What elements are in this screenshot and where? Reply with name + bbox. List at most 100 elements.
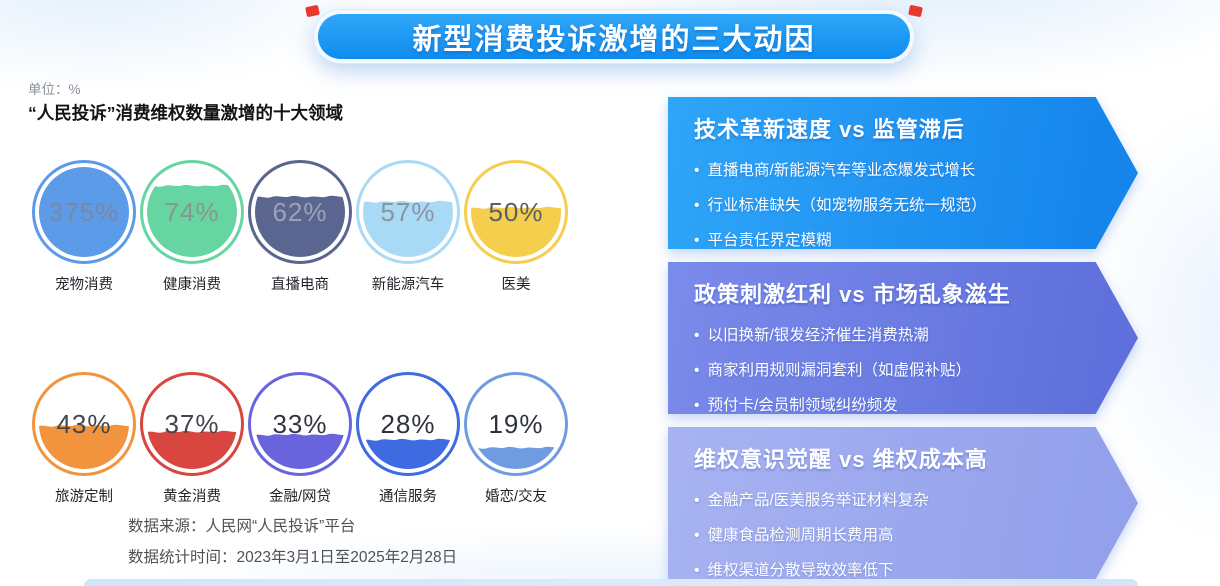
driver-bullet-text: 维权渠道分散导致效率低下 <box>707 562 894 579</box>
gauge-label: 旅游定制 <box>55 489 113 505</box>
red-corner-accent-left <box>305 4 320 18</box>
driver-bullet: 行业标准缺失（如宠物服务无统一规范） <box>694 188 1072 223</box>
gauge-value: 74% <box>164 196 220 227</box>
gauge-bowl: 62% <box>255 167 345 257</box>
driver-bullet: 预付卡/会员制领域纠纷频发 <box>694 388 1072 414</box>
gauge-bowl: 375% <box>39 167 129 257</box>
driver-bullet-text: 行业标准缺失（如宠物服务无统一规范） <box>707 197 987 214</box>
driver-arrow-banner: 技术革新速度 vs 监管滞后直播电商/新能源汽车等业态爆发式增长行业标准缺失（如… <box>668 97 1138 249</box>
gauge-fill <box>147 430 237 469</box>
driver-heading: 维权意识觉醒 vs 维权成本高 <box>694 447 988 472</box>
liquid-gauge: 57% <box>356 160 460 264</box>
bullet-dot-icon <box>694 223 699 249</box>
gauge-label: 黄金消费 <box>163 489 221 505</box>
liquid-gauge: 62% <box>248 160 352 264</box>
driver-bullet: 商家利用规则漏洞套利（如虚假补贴） <box>694 353 1072 388</box>
gauge-row-bottom: 43% 旅游定制 37% 黄金消费 33% 金融/网贷 28% 通信服务 19% 婚恋/交友 <box>30 372 570 506</box>
gauge-value: 28% <box>380 408 436 439</box>
driver-arrow-banner: 维权意识觉醒 vs 维权成本高金融产品/医美服务举证材料复杂健康食品检测周期长费… <box>668 427 1138 579</box>
gauge-value: 375% <box>48 196 120 227</box>
driver-banner-wrap: 维权意识觉醒 vs 维权成本高金融产品/医美服务举证材料复杂健康食品检测周期长费… <box>668 427 1138 579</box>
gauge-value: 43% <box>56 408 112 439</box>
gauge-label: 金融/网贷 <box>268 489 332 505</box>
unit-label: 单位：% <box>28 82 81 97</box>
driver-arrow-banner: 政策刺激红利 vs 市场乱象滋生以旧换新/银发经济催生消费热潮商家利用规则漏洞套… <box>668 262 1138 414</box>
gauge-fill <box>471 206 561 257</box>
gauge-bowl: 33% <box>255 379 345 469</box>
driver-heading: 政策刺激红利 vs 市场乱象滋生 <box>694 282 1011 307</box>
wave-icon <box>471 206 561 212</box>
gauge-fill <box>471 446 561 469</box>
liquid-gauge: 28% <box>356 372 460 476</box>
wave-icon <box>39 425 129 431</box>
gauge-bowl: 28% <box>363 379 453 469</box>
bullet-dot-icon <box>694 318 699 353</box>
driver-banner-wrap: 技术革新速度 vs 监管滞后直播电商/新能源汽车等业态爆发式增长行业标准缺失（如… <box>668 97 1138 249</box>
liquid-gauge: 33% <box>248 372 352 476</box>
driver-heading: 技术革新速度 vs 监管滞后 <box>694 117 965 142</box>
driver-bullet: 金融产品/医美服务举证材料复杂 <box>694 483 1072 518</box>
drivers-list: 技术革新速度 vs 监管滞后直播电商/新能源汽车等业态爆发式增长行业标准缺失（如… <box>668 97 1138 586</box>
liquid-gauge: 375% <box>32 160 136 264</box>
bullet-dot-icon <box>694 518 699 553</box>
gauge-item: 43% 旅游定制 <box>30 372 138 506</box>
gauge-fill <box>363 200 453 257</box>
gauge-row-top: 375% 宠物消费 74% 健康消费 62% 直播电商 57% 新能源汽车 50% 医美 <box>30 160 570 294</box>
driver-bullet-text: 以旧换新/银发经济催生消费热潮 <box>707 327 929 344</box>
liquid-gauge: 50% <box>464 160 568 264</box>
liquid-gauge: 19% <box>464 372 568 476</box>
gauge-value: 62% <box>272 196 328 227</box>
gauge-label: 新能源汽车 <box>371 277 445 293</box>
red-corner-accent-right <box>908 4 923 18</box>
driver-bullet-text: 直播电商/新能源汽车等业态爆发式增长 <box>707 162 976 179</box>
driver-bullet: 健康食品检测周期长费用高 <box>694 518 1072 553</box>
driver-bullet: 以旧换新/银发经济催生消费热潮 <box>694 318 1072 353</box>
gauge-bowl: 50% <box>471 167 561 257</box>
bullet-dot-icon <box>694 153 699 188</box>
gauge-label: 宠物消费 <box>55 277 113 293</box>
title-banner: 新型消费投诉激增的三大动因 <box>305 4 923 63</box>
driver-bullet-text: 健康食品检测周期长费用高 <box>707 527 894 544</box>
gauge-fill <box>363 438 453 469</box>
gauge-fill <box>39 167 129 257</box>
bullet-dot-icon <box>694 483 699 518</box>
liquid-gauge: 74% <box>140 160 244 264</box>
driver-banner-wrap: 政策刺激红利 vs 市场乱象滋生以旧换新/银发经济催生消费热潮商家利用规则漏洞套… <box>668 262 1138 414</box>
gauge-fill <box>147 185 237 257</box>
data-period-line: 数据统计时间：2023年3月1日至2025年2月28日 <box>128 549 458 566</box>
bullet-dot-icon <box>694 188 699 223</box>
gauge-item: 62% 直播电商 <box>246 160 354 294</box>
gauge-label: 健康消费 <box>163 277 221 293</box>
gauge-value: 19% <box>488 408 544 439</box>
wave-icon <box>363 438 453 444</box>
gauge-bowl: 19% <box>471 379 561 469</box>
section-title: “人民投诉”消费维权数量激增的十大领域 <box>28 103 343 123</box>
wave-icon <box>255 434 345 440</box>
gauge-fill <box>255 434 345 469</box>
liquid-gauge: 43% <box>32 372 136 476</box>
wave-icon <box>147 185 237 191</box>
wave-icon <box>471 446 561 452</box>
driver-bullet-text: 商家利用规则漏洞套利（如虚假补贴） <box>707 362 971 379</box>
wave-icon <box>255 195 345 202</box>
gauge-item: 57% 新能源汽车 <box>354 160 462 294</box>
bullet-dot-icon <box>694 353 699 388</box>
gauge-item: 375% 宠物消费 <box>30 160 138 294</box>
gauge-value: 50% <box>488 196 544 227</box>
gauge-value: 57% <box>380 196 436 227</box>
gauge-item: 37% 黄金消费 <box>138 372 246 506</box>
bullet-dot-icon <box>694 388 699 414</box>
gauge-label: 直播电商 <box>271 277 329 293</box>
gauge-label: 婚恋/交友 <box>484 489 548 505</box>
gauge-item: 50% 医美 <box>462 160 570 294</box>
driver-bullet-text: 平台责任界定模糊 <box>707 232 832 249</box>
bottom-cutoff-strip <box>84 579 1138 586</box>
driver-bullet: 维权渠道分散导致效率低下 <box>694 553 1072 579</box>
gauge-bowl: 74% <box>147 167 237 257</box>
page-title: 新型消费投诉激增的三大动因 <box>412 23 816 56</box>
wave-icon <box>147 430 237 436</box>
driver-bullet-text: 预付卡/会员制领域纠纷频发 <box>707 397 898 414</box>
gauge-value: 33% <box>272 408 328 439</box>
gauge-fill <box>255 195 345 257</box>
